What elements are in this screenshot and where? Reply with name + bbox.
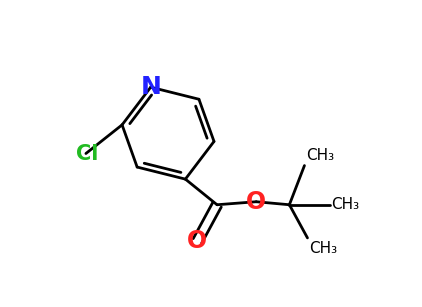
Text: N: N	[140, 75, 161, 99]
Text: CH₃: CH₃	[306, 148, 334, 162]
Text: O: O	[187, 229, 208, 253]
Text: CH₃: CH₃	[309, 241, 337, 256]
Text: O: O	[246, 190, 266, 214]
Text: Cl: Cl	[76, 143, 99, 164]
Text: CH₃: CH₃	[332, 197, 360, 212]
